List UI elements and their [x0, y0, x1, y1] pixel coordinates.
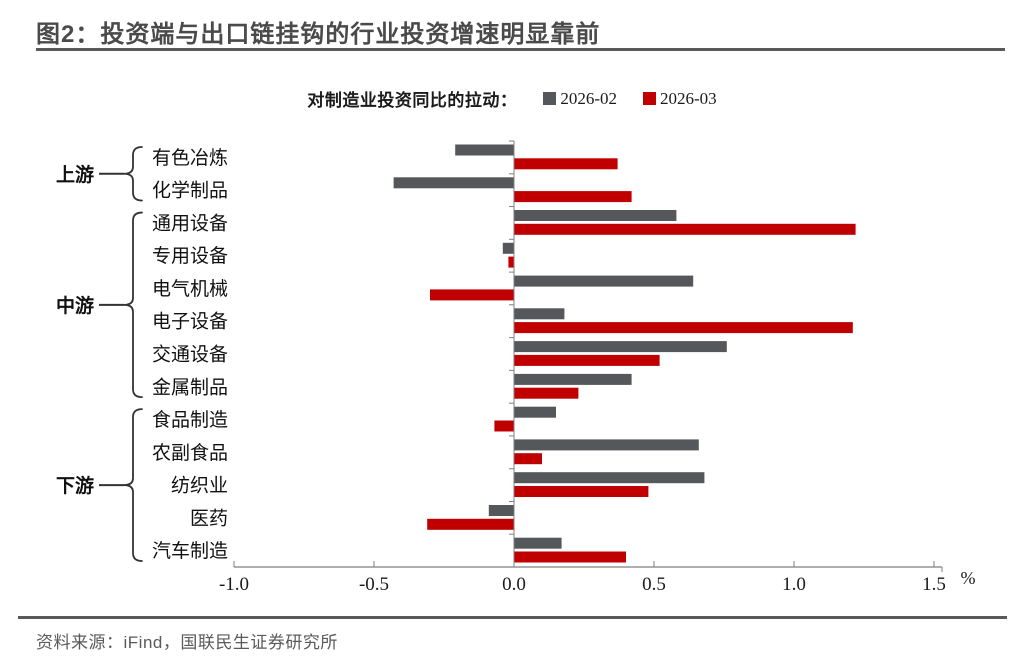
legend-swatch-red: [643, 92, 656, 105]
bar-2026-03-纺织业: [514, 486, 649, 497]
bar-2026-02-化学制品: [393, 177, 514, 189]
category-label-医药: 医药: [190, 507, 228, 529]
legend-swatch-gray: [543, 92, 557, 105]
bar-2026-03-农副食品: [514, 453, 542, 465]
bar-2026-02-电子设备: [514, 308, 565, 320]
category-label-交通设备: 交通设备: [152, 344, 228, 366]
category-label-汽车制造: 汽车制造: [152, 540, 228, 562]
footer-divider: [18, 616, 1007, 619]
bar-2026-03-汽车制造: [514, 551, 626, 563]
category-label-化学制品: 化学制品: [152, 180, 228, 202]
category-label-有色冶炼: 有色冶炼: [152, 147, 228, 169]
bar-2026-03-通用设备: [514, 223, 856, 235]
group-label-上游: 上游: [56, 163, 94, 186]
chart-legend: 对制造业投资同比的拉动： 2026-02 2026-03: [0, 86, 1024, 111]
category-label-金属制品: 金属制品: [152, 376, 228, 398]
category-label-专用设备: 专用设备: [152, 245, 228, 267]
legend-series-name: 2026-03: [660, 88, 717, 108]
x-tick-label: 1.5: [922, 574, 946, 595]
figure-title: 图2：投资端与出口链挂钩的行业投资增速明显靠前: [36, 21, 601, 48]
bar-2026-02-电气机械: [514, 275, 694, 287]
category-label-电子设备: 电子设备: [152, 311, 228, 333]
group-label-下游: 下游: [56, 474, 94, 497]
category-label-电气机械: 电气机械: [152, 278, 228, 300]
bar-2026-02-专用设备: [502, 242, 514, 254]
legend-series-name: 2026-02: [560, 88, 617, 108]
bar-2026-02-食品制造: [514, 406, 556, 418]
bar-2026-03-交通设备: [514, 354, 660, 366]
bar-2026-03-专用设备: [508, 256, 514, 268]
legend-title: 对制造业投资同比的拉动：: [307, 91, 518, 110]
x-tick-label: 0.5: [642, 574, 666, 595]
x-tick-label: -0.5: [359, 574, 389, 595]
bar-2026-03-电子设备: [514, 322, 853, 334]
category-label-农副食品: 农副食品: [152, 442, 228, 464]
category-label-通用设备: 通用设备: [152, 212, 228, 234]
bar-2026-03-食品制造: [494, 420, 514, 432]
legend-item-2026-03: 2026-03: [643, 89, 717, 109]
group-brace-上游: [123, 146, 143, 202]
x-tick-label: 1.0: [782, 574, 806, 595]
bar-2026-02-农副食品: [514, 439, 699, 451]
bar-2026-03-有色冶炼: [514, 158, 618, 170]
bar-2026-02-通用设备: [514, 210, 677, 221]
category-label-食品制造: 食品制造: [152, 409, 228, 431]
source-note: 资料来源：iFind，国联民生证券研究所: [36, 633, 338, 652]
group-label-中游: 中游: [56, 294, 94, 317]
group-brace-中游: [123, 211, 143, 399]
bar-2026-02-金属制品: [514, 373, 632, 385]
bar-2026-02-医药: [488, 505, 514, 516]
bar-2026-03-金属制品: [514, 387, 579, 399]
bar-2026-03-化学制品: [514, 191, 632, 203]
x-tick-label: -1.0: [219, 574, 249, 595]
bar-2026-02-汽车制造: [514, 537, 562, 549]
x-tick-label: 0.0: [502, 574, 526, 595]
bar-2026-02-有色冶炼: [455, 144, 514, 156]
bar-2026-02-纺织业: [514, 472, 705, 484]
group-brace-下游: [123, 408, 143, 562]
bar-2026-03-电气机械: [430, 289, 514, 301]
title-divider: [36, 48, 1005, 51]
bar-2026-02-交通设备: [514, 341, 727, 353]
x-unit-label: %: [961, 568, 976, 588]
category-label-纺织业: 纺织业: [171, 475, 228, 497]
legend-item-2026-02: 2026-02: [543, 89, 617, 109]
bar-2026-03-医药: [427, 518, 514, 530]
